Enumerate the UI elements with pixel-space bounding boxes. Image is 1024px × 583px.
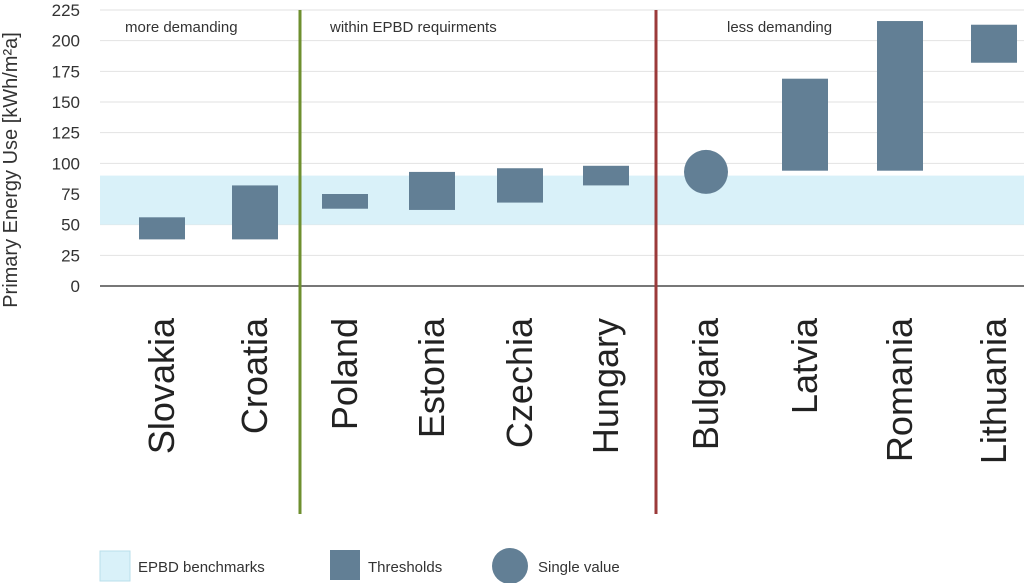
x-tick-label-croatia: Croatia (234, 317, 275, 434)
x-tick-label-estonia: Estonia (411, 317, 452, 438)
x-tick-label-lithuania: Lithuania (973, 317, 1014, 464)
single-value-point-bulgaria (684, 149, 728, 194)
y-tick-label: 200 (52, 32, 80, 51)
y-tick-label: 150 (52, 93, 80, 112)
y-tick-label: 100 (52, 154, 80, 173)
region-dividers (298, 10, 658, 514)
legend-swatch-bar (330, 550, 360, 580)
x-tick-label-czechia: Czechia (499, 317, 540, 448)
y-tick-label: 25 (61, 246, 80, 265)
legend-label: Single value (538, 559, 620, 576)
x-tick-label-hungary: Hungary (585, 318, 626, 454)
y-tick-label: 50 (61, 216, 80, 235)
region-labels: more demanding within EPBD requirments les… (125, 19, 832, 36)
x-tick-label-latvia: Latvia (784, 317, 825, 414)
legend-label: Thresholds (368, 559, 442, 576)
y-axis-label: Primary Energy Use [kWh/m²a] (0, 32, 22, 308)
region-label: less demanding (727, 19, 832, 36)
y-axis-ticks: 0 25 50 75 100 125 150 175 200 225 (52, 1, 80, 296)
threshold-bar-latvia (782, 78, 828, 171)
legend: EPBD benchmarks Thresholds Single value (99, 548, 620, 583)
threshold-bar-lithuania (971, 24, 1017, 63)
x-axis-categories: Slovakia Croatia Poland Estonia Czechia Hunga… (141, 317, 1014, 464)
threshold-bar-estonia (409, 171, 455, 210)
y-tick-label: 0 (71, 277, 80, 296)
x-tick-label-romania: Romania (879, 317, 920, 462)
legend-swatch-circle (492, 548, 528, 583)
region-label: within EPBD requirments (329, 19, 497, 36)
legend-label: EPBD benchmarks (138, 559, 265, 576)
y-tick-label: 175 (52, 62, 80, 81)
y-tick-label: 225 (52, 1, 80, 20)
x-tick-label-poland: Poland (324, 318, 365, 430)
threshold-bar-czechia (497, 168, 543, 203)
threshold-bar-slovakia (139, 217, 185, 240)
region-label: more demanding (125, 19, 238, 36)
threshold-bar-croatia (232, 185, 278, 240)
x-tick-label-bulgaria: Bulgaria (685, 317, 726, 450)
x-tick-label-slovakia: Slovakia (141, 317, 182, 454)
legend-swatch-band (99, 550, 131, 582)
y-tick-label: 125 (52, 124, 80, 143)
threshold-bar-romania (877, 21, 923, 171)
threshold-bar-poland (322, 194, 368, 209)
threshold-bar-hungary (583, 165, 629, 186)
y-tick-label: 75 (61, 185, 80, 204)
data-marks (139, 21, 1017, 240)
